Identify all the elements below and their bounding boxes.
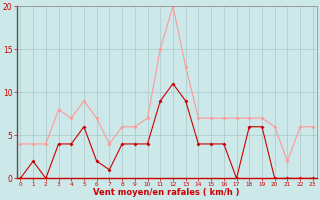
X-axis label: Vent moyen/en rafales ( km/h ): Vent moyen/en rafales ( km/h ) <box>93 188 240 197</box>
